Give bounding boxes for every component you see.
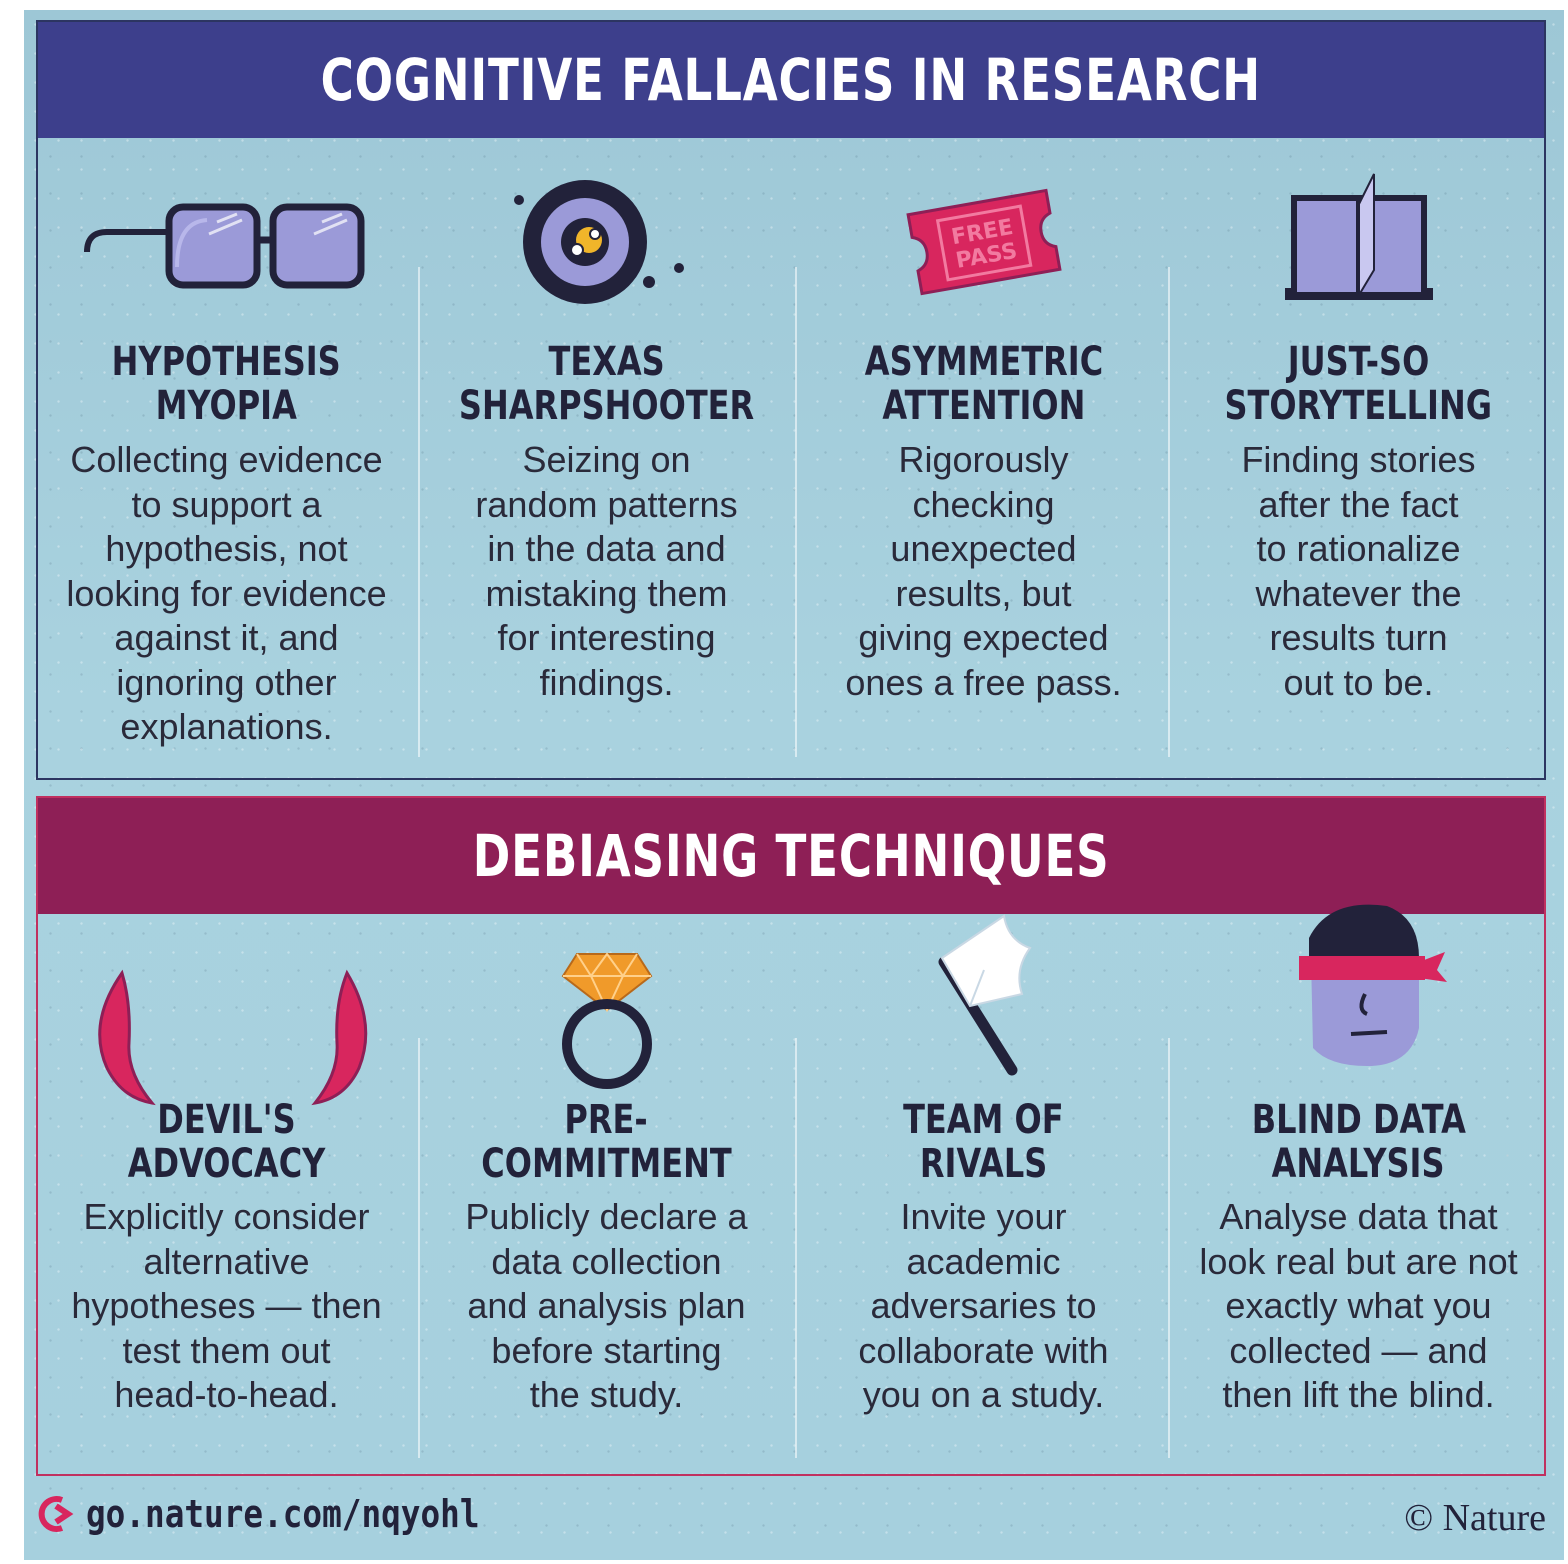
- fallacy-hypothesis-myopia: HYPOTHESIS MYOPIA Collecting evidence to…: [38, 22, 415, 782]
- arrow-icon: [38, 1496, 74, 1532]
- technique-description: Invite your academic adversaries to coll…: [858, 1196, 1109, 1415]
- devil-horns-icon: [97, 969, 367, 1106]
- fallacy-description: Rigorously checking unexpected results, …: [845, 439, 1122, 703]
- infographic: COGNITIVE FALLACIES IN RESEARCH HYPOTHE: [24, 10, 1564, 1560]
- technique-description: Analyse data that look real but are not …: [1199, 1196, 1518, 1415]
- fallacy-heading: HYPOTHESIS MYOPIA: [111, 339, 342, 429]
- ticket-icon: FREE PASS: [905, 188, 1062, 296]
- technique-description: Explicitly consider alternative hypothes…: [71, 1196, 382, 1415]
- white-flag-icon: [938, 914, 1032, 1076]
- technique-heading: DEVIL'S ADVOCACY: [127, 1097, 326, 1187]
- fallacies-banner: COGNITIVE FALLACIES IN RESEARCH: [38, 22, 1544, 138]
- fallacy-asymmetric-attention: FREE PASS ASYMMETRIC ATTENTION Rigorousl…: [795, 22, 1172, 782]
- fallacies-title: COGNITIVE FALLACIES IN RESEARCH: [320, 46, 1262, 114]
- fallacy-description: Collecting evidence to support a hypothe…: [66, 439, 387, 747]
- technique-heading: PRE- COMMITMENT: [481, 1097, 732, 1187]
- glasses-icon: [83, 203, 364, 289]
- target-icon: [513, 180, 684, 304]
- footer-link[interactable]: go.nature.com/nqyohl: [38, 1492, 544, 1536]
- debiasing-banner: DEBIASING TECHNIQUES: [38, 798, 1544, 914]
- technique-team-of-rivals: TEAM OF RIVALS Invite your academic adve…: [795, 798, 1172, 1478]
- technique-heading: TEAM OF RIVALS: [903, 1097, 1064, 1187]
- copyright-text: © Nature: [1404, 1497, 1546, 1539]
- fallacy-description: Seizing on random patterns in the data a…: [475, 439, 738, 703]
- debiasing-title: DEBIASING TECHNIQUES: [472, 822, 1110, 890]
- technique-description: Publicly declare a data collection and a…: [465, 1196, 748, 1415]
- technique-pre-commitment: PRE- COMMITMENT Publicly declare a data …: [418, 798, 795, 1478]
- debiasing-panel: DEBIASING TECHNIQUES DEVIL'S ADVOCACY Ex…: [36, 796, 1546, 1476]
- column-divider: [1168, 267, 1170, 757]
- diamond-ring-icon: [561, 952, 652, 1089]
- footer-link-text: go.nature.com/nqyohl: [86, 1492, 480, 1536]
- column-divider: [795, 267, 797, 757]
- column-divider: [795, 1038, 797, 1458]
- fallacy-heading: TEXAS SHARPSHOOTER: [458, 339, 755, 429]
- technique-heading: BLIND DATA ANALYSIS: [1251, 1097, 1466, 1187]
- fallacy-heading: JUST-SO STORYTELLING: [1224, 339, 1493, 429]
- column-divider: [418, 1038, 420, 1458]
- fallacy-just-so-storytelling: JUST-SO STORYTELLING Finding stories aft…: [1170, 22, 1547, 782]
- technique-devils-advocacy: DEVIL'S ADVOCACY Explicitly consider alt…: [38, 798, 415, 1478]
- fallacies-panel: COGNITIVE FALLACIES IN RESEARCH HYPOTHE: [36, 20, 1546, 780]
- column-divider: [418, 267, 420, 757]
- fallacy-heading: ASYMMETRIC ATTENTION: [864, 339, 1103, 429]
- book-icon: [1284, 173, 1433, 300]
- fallacy-texas-sharpshooter: TEXAS SHARPSHOOTER Seizing on random pat…: [418, 22, 795, 782]
- column-divider: [1168, 1038, 1170, 1458]
- fallacy-description: Finding stories after the fact to ration…: [1241, 439, 1476, 703]
- blindfold-face-icon: [1298, 904, 1447, 1066]
- technique-blind-data-analysis: BLIND DATA ANALYSIS Analyse data that lo…: [1170, 798, 1547, 1478]
